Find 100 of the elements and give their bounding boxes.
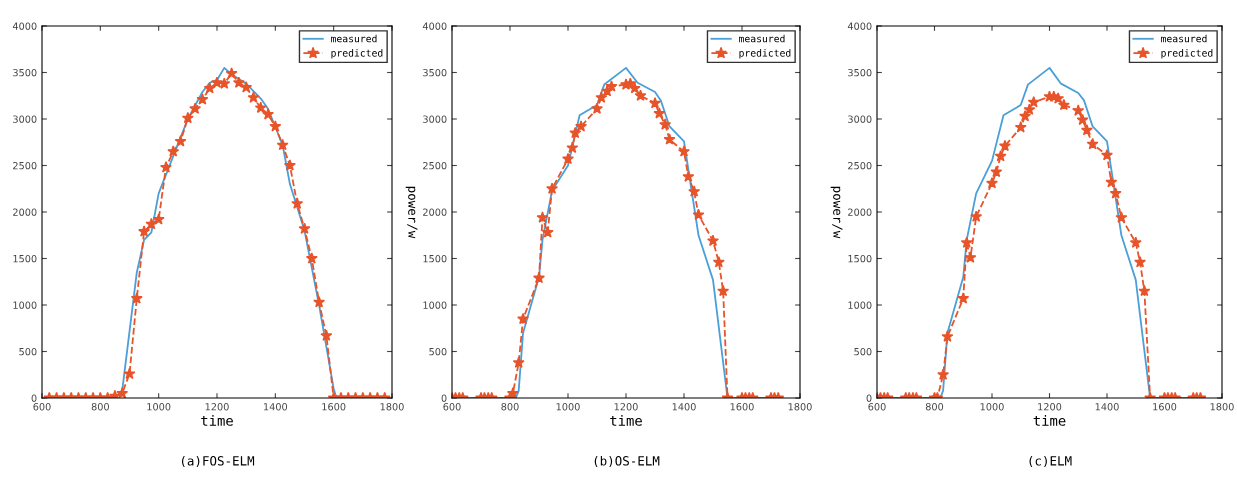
point xyxy=(990,165,1003,178)
point xyxy=(225,67,238,79)
x-tick-label: 600 xyxy=(33,403,51,411)
point xyxy=(605,80,618,92)
point xyxy=(130,292,143,304)
point xyxy=(649,96,661,109)
x-tick-label: 1000 xyxy=(147,403,171,411)
x-tick-label: 1200 xyxy=(614,403,638,411)
x-tick-label: 1200 xyxy=(205,403,229,411)
y-tick-label: 500 xyxy=(854,347,872,356)
point xyxy=(1027,96,1040,108)
point xyxy=(970,210,983,222)
point xyxy=(1023,103,1036,115)
point xyxy=(634,89,647,101)
point xyxy=(291,197,304,209)
x-axis-title: time xyxy=(610,415,642,426)
point xyxy=(269,120,282,132)
y-tick-label: 3000 xyxy=(423,115,447,123)
y-tick-label: 3000 xyxy=(848,115,872,123)
text: (b)OS-ELM xyxy=(594,455,660,468)
legend-label: measured xyxy=(331,34,377,43)
point xyxy=(533,271,545,284)
y-tick-label: 3000 xyxy=(13,115,37,123)
text: (a)FOS-ELM xyxy=(181,455,255,468)
point xyxy=(1115,211,1128,223)
point xyxy=(692,208,705,220)
legend-label: measured xyxy=(739,34,785,43)
x-tick-label: 600 xyxy=(443,403,461,411)
x-tick-label: 800 xyxy=(91,403,109,411)
point xyxy=(189,102,202,114)
point xyxy=(994,149,1007,162)
point xyxy=(688,185,701,197)
x-tick-label: 800 xyxy=(925,403,944,411)
point xyxy=(536,211,549,223)
y-tick-label: 1000 xyxy=(13,301,37,309)
point xyxy=(717,284,730,297)
y-tick-label: 4000 xyxy=(422,22,447,30)
y-tick-label: 500 xyxy=(19,347,37,356)
point xyxy=(1072,104,1085,116)
y-tick-label: 2000 xyxy=(848,208,872,216)
point xyxy=(998,139,1011,152)
x-tick-label: 1400 xyxy=(264,403,288,411)
point xyxy=(960,236,973,248)
x-axis-title: time xyxy=(1033,415,1066,426)
y-tick-label: 3500 xyxy=(423,68,447,77)
point xyxy=(986,176,998,189)
point xyxy=(203,82,216,94)
point xyxy=(659,118,672,130)
point xyxy=(305,252,318,264)
point xyxy=(1134,255,1147,268)
y-tick-label: 3500 xyxy=(13,68,37,77)
point xyxy=(181,111,194,124)
point xyxy=(1109,187,1122,199)
point xyxy=(174,135,187,147)
y-tick-label: 1500 xyxy=(423,254,447,263)
point xyxy=(663,133,676,145)
legend-label: measured xyxy=(1161,34,1207,43)
point xyxy=(313,295,326,308)
point xyxy=(517,312,530,325)
legend-label: predicted xyxy=(331,49,383,59)
point xyxy=(591,102,603,114)
y-tick-label: 1500 xyxy=(13,254,37,263)
point xyxy=(320,329,333,341)
y-tick-label: 0 xyxy=(866,394,872,402)
x-tick-label: 1800 xyxy=(1210,403,1234,411)
point xyxy=(541,226,554,238)
y-tick-label: 2000 xyxy=(13,208,37,216)
point xyxy=(1076,113,1089,126)
y-tick-label: 2500 xyxy=(423,161,447,170)
legend-label: predicted xyxy=(1161,49,1213,59)
y-axis-title: power/w xyxy=(405,186,418,239)
point xyxy=(196,93,209,105)
point xyxy=(562,152,574,165)
y-tick-label: 0 xyxy=(31,394,37,402)
point xyxy=(707,234,719,247)
point xyxy=(211,76,223,88)
point xyxy=(1019,109,1032,122)
x-tick-label: 600 xyxy=(868,403,886,411)
y-tick-label: 2000 xyxy=(423,208,447,216)
point xyxy=(1138,284,1151,297)
y-tick-label: 1000 xyxy=(848,301,872,309)
point xyxy=(678,145,690,157)
x-tick-label: 1000 xyxy=(556,403,580,411)
y-tick-label: 1500 xyxy=(848,254,872,263)
y-tick-label: 2500 xyxy=(13,161,37,170)
y-tick-label: 3500 xyxy=(848,68,872,77)
point xyxy=(254,101,267,114)
point xyxy=(566,141,579,154)
point xyxy=(1129,236,1142,248)
x-tick-label: 800 xyxy=(501,403,519,411)
point xyxy=(159,161,172,173)
point xyxy=(262,108,275,120)
point xyxy=(546,182,559,194)
x-tick-label: 1600 xyxy=(730,403,754,411)
point xyxy=(941,330,954,342)
point xyxy=(1086,137,1099,150)
point xyxy=(276,138,289,151)
point xyxy=(575,120,588,132)
y-axis-title: power/w xyxy=(830,186,843,239)
point xyxy=(138,225,151,237)
